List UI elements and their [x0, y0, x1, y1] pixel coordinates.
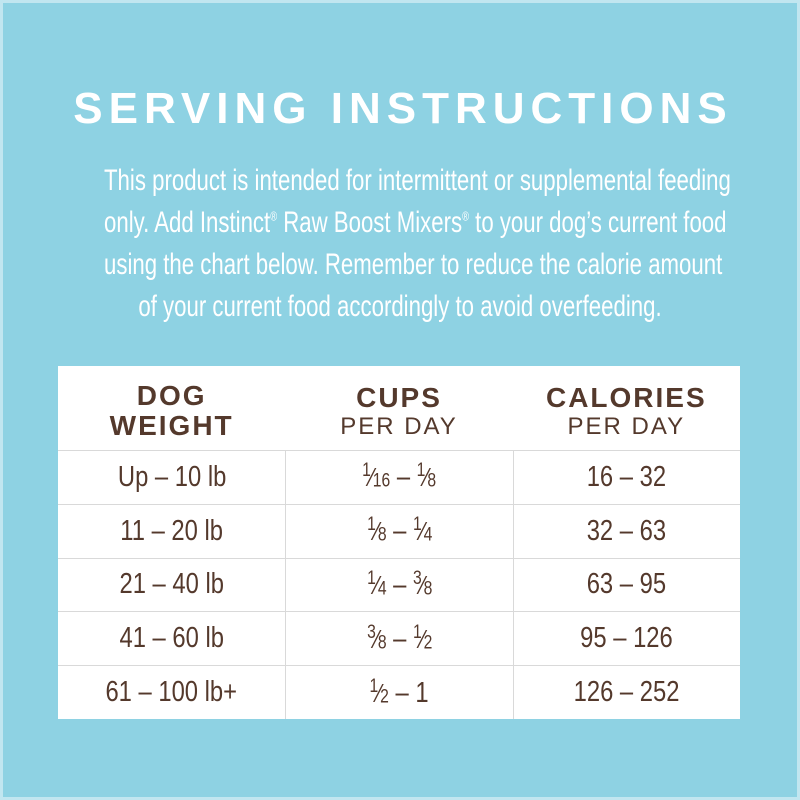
column-header-line1: CUPS	[356, 381, 442, 413]
weight-cell-value: Up – 10 lb	[117, 460, 226, 493]
intro-text: This product is intended for intermitten…	[104, 164, 731, 323]
fraction: 3⁄8	[366, 621, 387, 654]
fraction: 3⁄8	[412, 568, 433, 600]
cups-cell-value: 3⁄8 – 1⁄2	[366, 621, 433, 655]
serving-table: DOG WEIGHT CUPS PER DAY CALORIES PER DAY Up –…	[58, 366, 740, 719]
calories-cell: 16 – 32	[512, 451, 740, 504]
table-body: Up – 10 lb 1⁄16 – 1⁄8 16 – 32 11 – 20 lb 1⁄8…	[58, 450, 740, 719]
cups-cell: 1⁄16 – 1⁄8	[285, 451, 512, 504]
column-header-line1: CALORIES	[545, 381, 707, 413]
weight-cell: 11 – 20 lb	[58, 505, 285, 558]
table-row: 41 – 60 lb 3⁄8 – 1⁄2 95 – 126	[58, 611, 740, 666]
weight-cell: 21 – 40 lb	[58, 559, 285, 612]
table-row: Up – 10 lb 1⁄16 – 1⁄8 16 – 32	[58, 450, 740, 504]
weight-cell: 41 – 60 lb	[58, 612, 285, 665]
cups-cell: 1⁄4 – 3⁄8	[285, 558, 512, 612]
cups-cell: 3⁄8 – 1⁄2	[285, 612, 512, 666]
column-header-line2: PER DAY	[567, 412, 686, 440]
weight-cell-value: 11 – 20 lb	[120, 514, 224, 547]
table-row: 61 – 100 lb+ 1⁄2 – 1 126 – 252	[58, 665, 740, 719]
fraction: 1⁄16	[362, 460, 391, 493]
cups-cell: 1⁄8 – 1⁄4	[285, 504, 512, 558]
column-header-calories-per-day: CALORIES PER DAY	[513, 366, 740, 450]
table-row: 21 – 40 lb 1⁄4 – 3⁄8 63 – 95	[58, 557, 740, 612]
calories-cell: 63 – 95	[512, 558, 740, 612]
calories-cell-value: 63 – 95	[587, 568, 667, 601]
column-header-cups-per-day: CUPS PER DAY	[285, 366, 512, 450]
cups-cell: 1⁄2 – 1	[285, 666, 512, 719]
weight-cell-value: 41 – 60 lb	[119, 622, 224, 655]
page-title: SERVING INSTRUCTIONS	[73, 84, 733, 133]
cups-cell-value: 1⁄8 – 1⁄4	[366, 514, 433, 548]
calories-cell: 126 – 252	[512, 666, 740, 719]
fraction: 1⁄2	[369, 675, 390, 708]
weight-cell: Up – 10 lb	[58, 451, 285, 504]
column-header-line2: WEIGHT	[109, 410, 234, 441]
column-header-dog-weight: DOG WEIGHT	[58, 366, 285, 450]
fraction: 1⁄4	[412, 514, 433, 547]
calories-cell: 32 – 63	[512, 504, 740, 558]
calories-cell-value: 95 – 126	[580, 622, 674, 655]
cups-cell-value: 1⁄2 – 1	[369, 675, 430, 709]
fraction: 1⁄2	[412, 621, 433, 654]
calories-cell-value: 126 – 252	[573, 676, 680, 709]
registered-trademark-symbol: ®	[270, 209, 278, 224]
fraction: 1⁄8	[417, 460, 437, 493]
cups-cell-value: 1⁄4 – 3⁄8	[366, 568, 433, 601]
cups-cell-value: 1⁄16 – 1⁄8	[362, 460, 437, 494]
calories-cell-value: 32 – 63	[587, 514, 667, 547]
fraction: 1⁄8	[366, 514, 387, 547]
calories-cell: 95 – 126	[512, 612, 740, 666]
weight-cell-value: 21 – 40 lb	[119, 568, 224, 601]
registered-trademark-symbol: ®	[462, 209, 469, 224]
column-header-line2: PER DAY	[340, 412, 458, 440]
calories-cell-value: 16 – 32	[587, 460, 667, 493]
weight-cell: 61 – 100 lb+	[58, 666, 285, 719]
weight-cell-value: 61 – 100 lb+	[105, 676, 238, 709]
table-row: 11 – 20 lb 1⁄8 – 1⁄4 32 – 63	[58, 503, 740, 558]
column-header-line1: DOG	[136, 380, 207, 411]
table-header-row: DOG WEIGHT CUPS PER DAY CALORIES PER DAY	[58, 366, 740, 450]
fraction: 1⁄4	[366, 568, 387, 600]
